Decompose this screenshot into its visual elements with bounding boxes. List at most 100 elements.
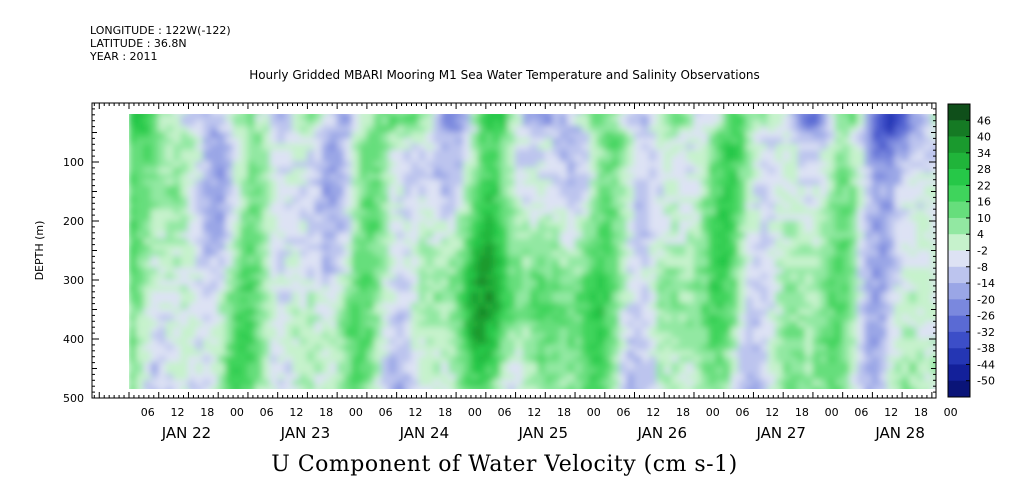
heatmap-cell xyxy=(150,379,160,387)
heatmap-cell xyxy=(804,191,814,198)
heatmap-cell xyxy=(180,356,189,364)
heatmap-cell xyxy=(143,368,152,375)
heatmap-cell xyxy=(455,379,465,387)
heatmap-cell xyxy=(202,179,212,187)
heatmap-cell xyxy=(589,291,598,299)
heatmap-cell xyxy=(871,173,881,181)
heatmap-cell xyxy=(730,385,740,389)
heatmap-cell xyxy=(634,285,643,293)
heatmap-cell xyxy=(723,362,732,369)
heatmap-cell xyxy=(559,255,569,263)
heatmap-cell xyxy=(321,191,331,198)
heatmap-cell xyxy=(418,132,427,139)
heatmap-cell xyxy=(403,362,412,369)
heatmap-cell xyxy=(262,120,271,128)
heatmap-cell xyxy=(358,208,368,216)
heatmap-cell xyxy=(842,238,851,246)
heatmap-cell xyxy=(440,179,450,187)
heatmap-cell xyxy=(663,161,673,169)
heatmap-cell xyxy=(507,191,517,198)
heatmap-cell xyxy=(358,255,368,263)
heatmap-cell xyxy=(656,149,665,157)
heatmap-cell xyxy=(143,273,152,281)
heatmap-cell xyxy=(574,167,583,175)
heatmap-cell xyxy=(388,179,398,187)
heatmap-cell xyxy=(492,279,502,287)
heatmap-cell xyxy=(686,114,695,122)
heatmap-cell xyxy=(217,285,227,293)
heatmap-cell xyxy=(812,309,821,316)
heatmap-cell xyxy=(492,161,502,169)
heatmap-cell xyxy=(879,179,888,187)
heatmap-cell xyxy=(708,326,717,334)
heatmap-cell xyxy=(804,314,814,322)
heatmap-cell xyxy=(143,255,152,263)
heatmap-cell xyxy=(857,379,866,387)
heatmap-cell xyxy=(195,155,204,163)
heatmap-cell xyxy=(634,208,643,216)
heatmap-cell xyxy=(529,368,539,375)
heatmap-cell xyxy=(693,196,702,204)
heatmap-cell xyxy=(857,220,866,228)
heatmap-cell xyxy=(752,137,762,145)
heatmap-cell xyxy=(842,379,851,387)
heatmap-cell xyxy=(596,350,606,358)
heatmap-cell xyxy=(648,279,658,287)
heatmap-cell xyxy=(849,132,859,139)
heatmap-cell xyxy=(403,368,412,375)
heatmap-cell xyxy=(135,214,145,222)
heatmap-cell xyxy=(321,250,331,257)
heatmap-cell xyxy=(396,332,405,340)
heatmap-cell xyxy=(299,273,308,281)
heatmap-cell xyxy=(581,368,591,375)
heatmap-cell xyxy=(500,326,509,334)
heatmap-cell xyxy=(589,114,598,122)
heatmap-cell xyxy=(715,232,725,240)
heatmap-cell xyxy=(745,320,754,328)
heatmap-cell xyxy=(351,185,360,192)
heatmap-cell xyxy=(135,173,145,181)
heatmap-cell xyxy=(537,238,546,246)
heatmap-cell xyxy=(143,238,152,246)
heatmap-cell xyxy=(849,173,859,181)
heatmap-cell xyxy=(574,320,583,328)
heatmap-cell xyxy=(708,303,717,310)
heatmap-cell xyxy=(314,255,323,263)
heatmap-cell xyxy=(641,303,650,310)
heatmap-cell xyxy=(804,255,814,263)
heatmap-cell xyxy=(187,208,197,216)
heatmap-cell xyxy=(358,220,368,228)
heatmap-cell xyxy=(604,137,613,145)
heatmap-cell xyxy=(173,179,182,187)
heatmap-cell xyxy=(767,279,777,287)
heatmap-cell xyxy=(463,291,472,299)
heatmap-cell xyxy=(247,196,256,204)
heatmap-cell xyxy=(463,173,472,181)
heatmap-cell xyxy=(559,320,569,328)
heatmap-cell xyxy=(879,143,888,151)
heatmap-cell xyxy=(738,126,747,133)
heatmap-cell xyxy=(522,320,531,328)
heatmap-cell xyxy=(559,338,569,346)
heatmap-cell xyxy=(738,191,747,198)
heatmap-cell xyxy=(129,320,137,328)
heatmap-cell xyxy=(790,126,799,133)
heatmap-cell xyxy=(240,385,249,389)
heatmap-cell xyxy=(693,208,702,216)
heatmap-cell xyxy=(782,332,792,340)
heatmap-cell xyxy=(871,314,881,322)
heatmap-cell xyxy=(626,208,636,216)
heatmap-cell xyxy=(782,132,792,139)
heatmap-cell xyxy=(306,214,316,222)
heatmap-cell xyxy=(129,338,137,346)
heatmap-cell xyxy=(641,244,650,251)
heatmap-cell xyxy=(596,326,606,334)
heatmap-cell xyxy=(388,356,398,364)
heatmap-cell xyxy=(433,332,442,340)
heatmap-cell xyxy=(678,338,688,346)
heatmap-cell xyxy=(217,132,227,139)
heatmap-cell xyxy=(581,291,591,299)
heatmap-cell xyxy=(344,226,353,234)
heatmap-cell xyxy=(470,267,479,275)
heatmap-cell xyxy=(686,291,695,299)
